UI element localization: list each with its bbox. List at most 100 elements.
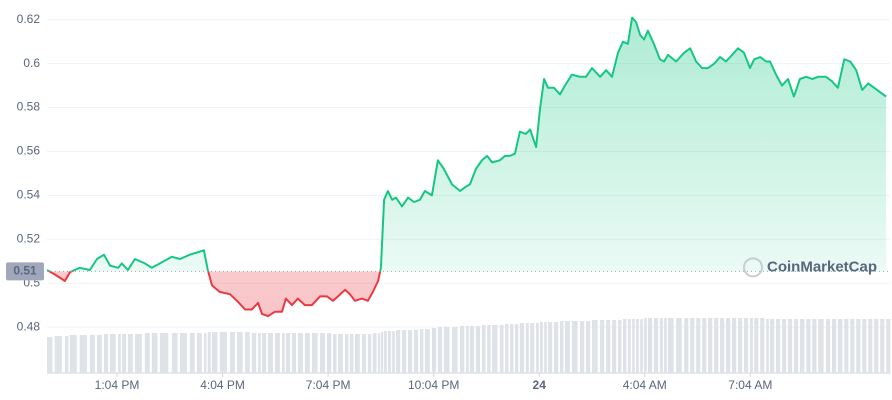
- volume-bar: [274, 333, 280, 373]
- volume-bar: [320, 333, 325, 373]
- y-tick-label: 0.48: [17, 319, 41, 333]
- volume-bar: [466, 326, 469, 373]
- volume-bar: [766, 319, 769, 373]
- volume-bar: [189, 333, 195, 373]
- volume-bar: [519, 323, 525, 373]
- x-tick-label: 10:04 PM: [408, 378, 459, 392]
- volume-bar: [261, 333, 267, 373]
- volume-bar: [437, 327, 443, 373]
- volume-bar: [548, 322, 553, 373]
- volume-bar: [732, 318, 737, 373]
- volume-bar: [738, 318, 743, 373]
- volume-bar: [431, 328, 437, 373]
- y-tick-label: 0.58: [17, 100, 41, 114]
- volume-bar: [236, 332, 243, 373]
- volume-bar: [64, 336, 69, 373]
- volume-bar: [297, 333, 303, 373]
- volume-bar: [696, 318, 701, 373]
- volume-bar: [475, 326, 481, 373]
- volume-bar: [367, 334, 372, 373]
- volume-bar: [647, 318, 653, 373]
- volume-bar: [525, 323, 529, 373]
- volume-bar: [89, 335, 95, 373]
- volume-bar: [134, 334, 142, 373]
- volume-bar: [726, 318, 731, 373]
- volume-bar: [505, 324, 509, 373]
- lines: [46, 16, 887, 318]
- volume-bar: [776, 319, 781, 373]
- volume-bar: [644, 318, 647, 373]
- volume-bar: [384, 331, 387, 373]
- volume-bar: [171, 333, 178, 373]
- volume-bar: [510, 324, 514, 373]
- volume-bar: [831, 319, 837, 373]
- volume-bar: [530, 323, 535, 373]
- volume-bar: [47, 337, 53, 373]
- volume-bar: [806, 319, 811, 373]
- volume-bar: [304, 333, 310, 373]
- volume-bar: [818, 319, 824, 373]
- x-tick-label: 4:04 AM: [623, 378, 667, 392]
- volume-bar: [327, 333, 332, 373]
- volume-bar: [492, 325, 498, 373]
- x-tick-label: 7:04 AM: [728, 378, 772, 392]
- volume-bar: [886, 319, 891, 373]
- volume-bar: [103, 334, 109, 373]
- volume-bar: [667, 318, 674, 373]
- area-up: [47, 17, 887, 272]
- volume-bar: [387, 331, 391, 373]
- volume-bar: [627, 319, 631, 373]
- volume-bar: [207, 332, 211, 373]
- volume-bar: [487, 325, 491, 373]
- volume-bar: [564, 321, 570, 373]
- y-tick-label: 0.52: [17, 231, 41, 245]
- line-down: [47, 271, 382, 318]
- volume-bar: [559, 321, 564, 373]
- volume-bar: [251, 333, 257, 373]
- x-tick-label: 4:04 PM: [200, 378, 245, 392]
- y-tick-label: 0.62: [17, 12, 41, 26]
- watermark-logo: [743, 257, 763, 278]
- volume-bar: [392, 331, 395, 373]
- labels: 0.51 CoinMarketCap: [6, 257, 890, 281]
- volume-bar: [69, 335, 77, 373]
- volume-bar: [402, 330, 407, 373]
- volume-bar: [606, 320, 611, 373]
- volume-bar: [212, 332, 218, 373]
- volume-bar: [378, 333, 381, 373]
- volume-bar: [203, 333, 207, 373]
- volume-bar: [451, 327, 458, 373]
- volume-bar: [591, 320, 598, 373]
- volume-bar: [380, 332, 384, 373]
- watermark: CoinMarketCap: [767, 258, 877, 275]
- volume-bar: [600, 320, 605, 373]
- volume-bar: [635, 319, 639, 373]
- volume-bar: [413, 330, 419, 373]
- volume-bar: [580, 321, 585, 373]
- volume-bar: [720, 318, 725, 373]
- volume-bar: [219, 332, 227, 373]
- volume-bar: [337, 334, 343, 373]
- areas: [47, 17, 887, 317]
- volume-bar: [684, 318, 689, 373]
- volume-bar: [622, 319, 627, 373]
- line-up: [46, 16, 887, 272]
- volume-bars: [47, 318, 891, 373]
- y-tick-label: 0.54: [17, 188, 41, 202]
- volume-bar: [749, 318, 753, 373]
- volume-bar: [245, 332, 250, 373]
- volume-bar: [702, 318, 707, 373]
- volume-bar: [514, 324, 519, 373]
- y-tick-label: 0.56: [17, 144, 41, 158]
- volume-bar: [880, 319, 885, 373]
- volume-bar: [96, 335, 102, 373]
- volume-bar: [874, 319, 879, 373]
- volume-bar: [653, 318, 659, 373]
- volume-bar: [553, 322, 559, 373]
- volume-bar: [760, 318, 765, 373]
- volume-bar: [825, 319, 831, 373]
- volume-bar: [770, 319, 775, 373]
- volume-bar: [868, 319, 873, 373]
- volume-bar: [127, 334, 133, 373]
- volume-bar: [291, 333, 297, 373]
